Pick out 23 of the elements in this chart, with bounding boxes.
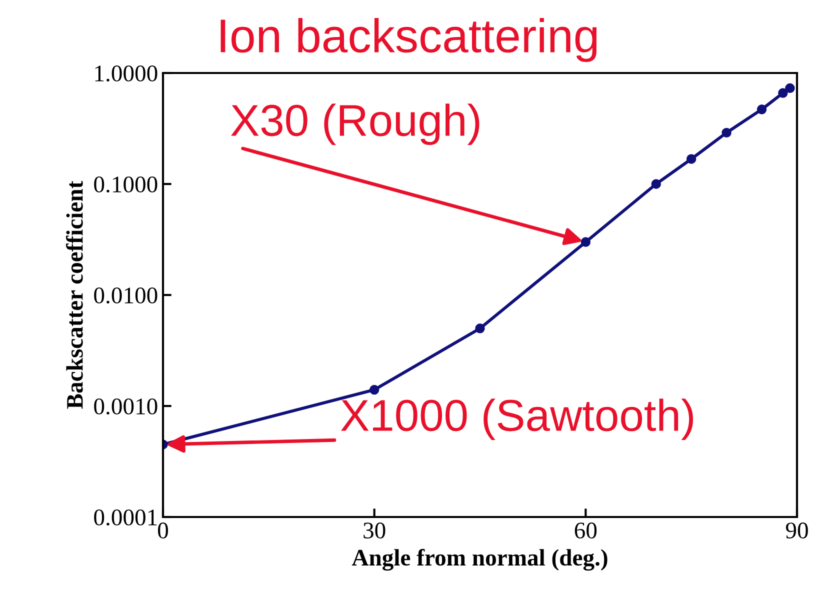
y-axis-title: Backscatter coefficient xyxy=(66,180,83,409)
x-tick-label: 0 xyxy=(158,522,168,538)
chart-title: Ion backscattering xyxy=(220,18,597,62)
point xyxy=(722,128,732,138)
x-axis-title: Angle from normal (deg.) xyxy=(352,548,608,571)
point xyxy=(369,384,380,395)
point xyxy=(756,104,767,114)
x-tick-label: 90 xyxy=(786,522,808,538)
point xyxy=(785,83,795,94)
point xyxy=(778,88,788,98)
point xyxy=(651,179,661,189)
y-tick-label: 0.0001 xyxy=(94,509,157,526)
y-tick-label: 0.1000 xyxy=(94,176,158,193)
x-tick-label: 30 xyxy=(364,522,386,538)
point xyxy=(580,237,591,247)
point xyxy=(686,154,696,164)
point xyxy=(475,324,485,334)
x-tick-label: 60 xyxy=(574,522,597,538)
annotation: X30 (Rough) xyxy=(231,104,480,145)
y-tick-label: 1.0000 xyxy=(95,65,158,82)
y-tick-label: 0.0100 xyxy=(94,287,158,304)
annotation: X1000 (Sawtooth) xyxy=(341,398,694,440)
y-tick-label: 0.0010 xyxy=(94,398,158,415)
